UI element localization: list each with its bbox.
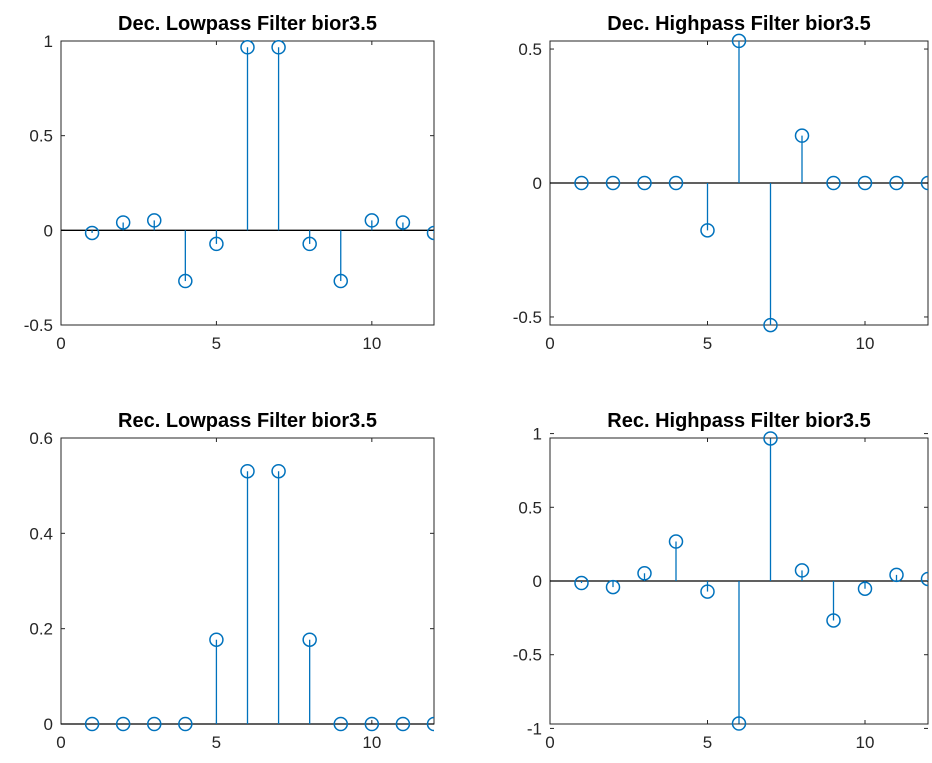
y-tick-label: -0.5 <box>513 646 542 665</box>
stem-marker <box>826 613 841 628</box>
y-tick-label: 0.5 <box>518 498 542 517</box>
stem-marker <box>700 223 715 238</box>
subplot-title: Rec. Highpass Filter bior3.5 <box>607 410 870 432</box>
x-tick-label: 0 <box>545 733 554 752</box>
stem-marker <box>240 463 255 479</box>
stem-marker <box>178 716 193 732</box>
stem-marker <box>605 579 621 595</box>
subplot-title: Rec. Lowpass Filter bior3.5 <box>118 410 377 432</box>
stem-marker <box>84 716 100 732</box>
y-tick-label: 0.5 <box>518 40 542 59</box>
stem-marker <box>178 273 193 289</box>
y-tick-label: 0.4 <box>29 524 53 543</box>
stem-marker <box>209 236 224 252</box>
x-tick-label: 0 <box>56 733 65 752</box>
stem-marker <box>395 215 411 230</box>
y-tick-label: -0.5 <box>24 316 53 335</box>
y-tick-label: 0 <box>44 715 53 734</box>
y-tick-label: 0.2 <box>29 620 53 639</box>
stem-marker <box>637 566 652 581</box>
stem-marker <box>574 575 589 591</box>
stem-marker <box>209 632 224 647</box>
stem-marker <box>302 632 317 647</box>
stem-marker <box>147 716 162 732</box>
y-tick-label: 1 <box>533 425 542 444</box>
y-tick-label: 0.6 <box>29 429 53 448</box>
x-tick-label: 0 <box>545 334 554 353</box>
subplot-title: Dec. Lowpass Filter bior3.5 <box>118 13 377 35</box>
stem-marker <box>668 534 684 549</box>
y-tick-label: 0.5 <box>29 127 53 146</box>
stem-marker <box>731 716 747 731</box>
stem-marker <box>147 213 162 228</box>
stem-series <box>550 33 928 333</box>
stem-marker <box>794 563 810 578</box>
subplot-3: 0 5 10 0 0.2 0.4 0.6 Rec. Lowpass Filter bior3.… <box>29 410 435 752</box>
x-tick-label: 10 <box>362 334 381 353</box>
stem-marker <box>857 581 873 596</box>
stem-marker <box>426 225 434 241</box>
stem-marker <box>240 40 255 55</box>
stem-marker <box>302 236 317 252</box>
stem-series <box>61 40 434 289</box>
stem-marker <box>271 463 286 479</box>
y-tick-label: 1 <box>44 32 53 51</box>
stem-marker <box>700 584 715 599</box>
stem-marker <box>731 33 747 49</box>
stem-marker <box>920 175 928 191</box>
y-tick-label: -0.5 <box>513 308 542 327</box>
stem-marker <box>889 567 904 583</box>
stem-marker <box>857 175 873 191</box>
stem-series <box>61 463 434 732</box>
stem-marker <box>115 215 131 230</box>
x-tick-label: 10 <box>856 733 875 752</box>
x-tick-label: 10 <box>856 334 875 353</box>
x-tick-label: 5 <box>703 334 712 353</box>
stem-marker <box>271 40 286 55</box>
stem-marker <box>889 175 904 191</box>
stem-marker <box>115 716 131 732</box>
stem-marker <box>763 317 778 333</box>
subplot-4: 0 5 10 -1 -0.5 0 0.5 1 Rec. Highpass Filter bior… <box>513 410 929 752</box>
stem-marker <box>333 716 348 732</box>
stem-marker <box>395 716 411 732</box>
stem-marker <box>364 213 380 228</box>
stem-marker <box>763 431 778 446</box>
stem-marker <box>668 175 684 191</box>
y-tick-label: 0 <box>533 572 542 591</box>
stem-marker <box>920 571 928 587</box>
x-tick-label: 0 <box>56 334 65 353</box>
y-tick-label: -1 <box>527 719 542 738</box>
y-tick-label: 0 <box>44 221 53 240</box>
stem-series <box>550 431 928 731</box>
stem-marker <box>637 175 652 191</box>
x-tick-label: 10 <box>362 733 381 752</box>
stem-marker <box>364 716 380 732</box>
stem-marker <box>426 716 434 732</box>
y-tick-label: 0 <box>533 174 542 193</box>
subplot-title: Dec. Highpass Filter bior3.5 <box>607 13 870 35</box>
stem-marker <box>333 273 348 289</box>
stem-marker <box>826 175 841 191</box>
x-tick-label: 5 <box>703 733 712 752</box>
stem-marker <box>605 175 621 191</box>
stem-marker <box>574 175 589 191</box>
stem-marker <box>84 225 100 241</box>
x-tick-label: 5 <box>212 733 221 752</box>
stem-marker <box>794 128 810 143</box>
x-tick-label: 5 <box>212 334 221 353</box>
